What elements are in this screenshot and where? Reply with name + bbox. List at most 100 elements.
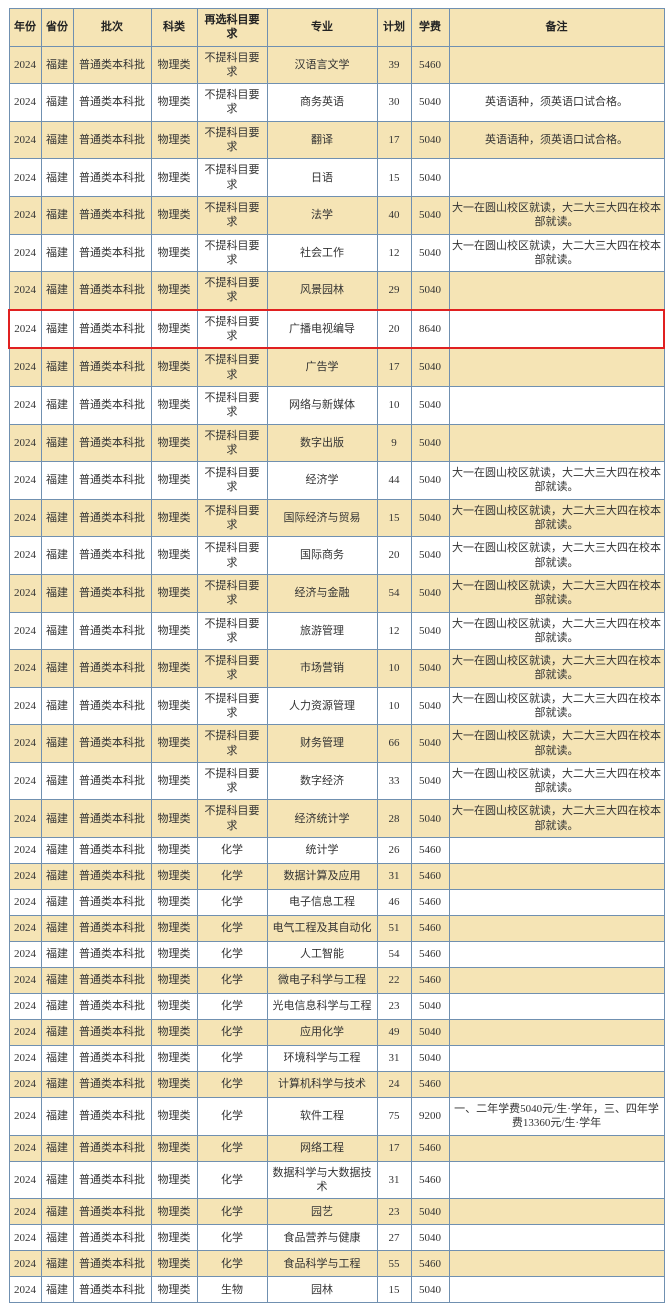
cell: 福建: [41, 272, 73, 310]
cell: 化学: [197, 1251, 267, 1277]
cell: 40: [377, 196, 411, 234]
cell: 统计学: [267, 838, 377, 864]
cell: 5040: [411, 386, 449, 424]
cell: 5040: [411, 612, 449, 650]
cell: 物理类: [151, 890, 197, 916]
cell: [449, 1225, 664, 1251]
table-row: 2024福建普通类本科批物理类化学软件工程759200一、二年学费5040元/生…: [9, 1098, 664, 1136]
cell: 31: [377, 864, 411, 890]
cell: 微电子科学与工程: [267, 968, 377, 994]
cell: 物理类: [151, 46, 197, 84]
cell: 普通类本科批: [73, 1251, 151, 1277]
cell: 网络工程: [267, 1135, 377, 1161]
cell: 福建: [41, 462, 73, 500]
cell: 物理类: [151, 994, 197, 1020]
cell: 普通类本科批: [73, 725, 151, 763]
cell: 大一在圆山校区就读，大二大三大四在校本部就读。: [449, 650, 664, 688]
table-row: 2024福建普通类本科批物理类化学应用化学495040: [9, 1020, 664, 1046]
cell: 人力资源管理: [267, 687, 377, 725]
cell: 普通类本科批: [73, 348, 151, 386]
cell: 物理类: [151, 864, 197, 890]
table-row: 2024福建普通类本科批物理类不提科目要求经济与金融545040大一在圆山校区就…: [9, 574, 664, 612]
cell: 5460: [411, 864, 449, 890]
table-row: 2024福建普通类本科批物理类化学网络工程175460: [9, 1135, 664, 1161]
table-row: 2024福建普通类本科批物理类不提科目要求广播电视编导208640: [9, 310, 664, 349]
cell: 物理类: [151, 272, 197, 310]
cell: 福建: [41, 1225, 73, 1251]
cell: 15: [377, 1277, 411, 1303]
cell: 5460: [411, 46, 449, 84]
cell: 2024: [9, 272, 41, 310]
table-row: 2024福建普通类本科批物理类不提科目要求人力资源管理105040大一在圆山校区…: [9, 687, 664, 725]
cell: 不提科目要求: [197, 386, 267, 424]
cell: [449, 1020, 664, 1046]
cell: 不提科目要求: [197, 196, 267, 234]
col-header-3: 科类: [151, 9, 197, 47]
cell: 2024: [9, 838, 41, 864]
cell: 普通类本科批: [73, 121, 151, 159]
cell: 5040: [411, 1277, 449, 1303]
cell: 福建: [41, 890, 73, 916]
cell: 5460: [411, 890, 449, 916]
table-row: 2024福建普通类本科批物理类不提科目要求网络与新媒体105040: [9, 386, 664, 424]
cell: [449, 1135, 664, 1161]
table-row: 2024福建普通类本科批物理类不提科目要求商务英语305040英语语种，须英语口…: [9, 84, 664, 122]
col-header-4: 再选科目要求: [197, 9, 267, 47]
cell: 不提科目要求: [197, 650, 267, 688]
cell: 5040: [411, 424, 449, 462]
cell: 化学: [197, 916, 267, 942]
table-row: 2024福建普通类本科批物理类不提科目要求数字出版95040: [9, 424, 664, 462]
cell: 5040: [411, 121, 449, 159]
cell: 物理类: [151, 84, 197, 122]
cell: 5040: [411, 499, 449, 537]
cell: 广播电视编导: [267, 310, 377, 349]
cell: 普通类本科批: [73, 864, 151, 890]
cell: 普通类本科批: [73, 386, 151, 424]
cell: [449, 46, 664, 84]
cell: 福建: [41, 942, 73, 968]
cell: 15: [377, 159, 411, 197]
cell: 福建: [41, 348, 73, 386]
cell: 2024: [9, 310, 41, 349]
cell: [449, 942, 664, 968]
cell: 普通类本科批: [73, 890, 151, 916]
cell: 39: [377, 46, 411, 84]
cell: 27: [377, 1225, 411, 1251]
cell: 化学: [197, 1020, 267, 1046]
cell: 普通类本科批: [73, 462, 151, 500]
cell: 普通类本科批: [73, 968, 151, 994]
cell: 2024: [9, 1020, 41, 1046]
cell: 5040: [411, 1046, 449, 1072]
cell: 不提科目要求: [197, 272, 267, 310]
cell: 普通类本科批: [73, 1277, 151, 1303]
cell: 市场营销: [267, 650, 377, 688]
table-row: 2024福建普通类本科批物理类不提科目要求社会工作125040大一在圆山校区就读…: [9, 234, 664, 272]
cell: 化学: [197, 942, 267, 968]
cell: [449, 890, 664, 916]
cell: 物理类: [151, 537, 197, 575]
cell: 不提科目要求: [197, 84, 267, 122]
cell: 福建: [41, 574, 73, 612]
cell: 大一在圆山校区就读，大二大三大四在校本部就读。: [449, 612, 664, 650]
cell: 软件工程: [267, 1098, 377, 1136]
table-row: 2024福建普通类本科批物理类不提科目要求旅游管理125040大一在圆山校区就读…: [9, 612, 664, 650]
cell: 2024: [9, 574, 41, 612]
cell: 5040: [411, 1225, 449, 1251]
cell: 5040: [411, 687, 449, 725]
cell: 普通类本科批: [73, 762, 151, 800]
cell: 5040: [411, 994, 449, 1020]
cell: 20: [377, 537, 411, 575]
cell: 66: [377, 725, 411, 763]
cell: 不提科目要求: [197, 687, 267, 725]
cell: 福建: [41, 386, 73, 424]
cell: 普通类本科批: [73, 1199, 151, 1225]
table-row: 2024福建普通类本科批物理类化学数据计算及应用315460: [9, 864, 664, 890]
cell: 福建: [41, 1020, 73, 1046]
cell: 电子信息工程: [267, 890, 377, 916]
cell: 大一在圆山校区就读，大二大三大四在校本部就读。: [449, 762, 664, 800]
cell: 电气工程及其自动化: [267, 916, 377, 942]
cell: 福建: [41, 1277, 73, 1303]
cell: [449, 1046, 664, 1072]
table-row: 2024福建普通类本科批物理类不提科目要求国际商务205040大一在圆山校区就读…: [9, 537, 664, 575]
cell: 普通类本科批: [73, 1098, 151, 1136]
